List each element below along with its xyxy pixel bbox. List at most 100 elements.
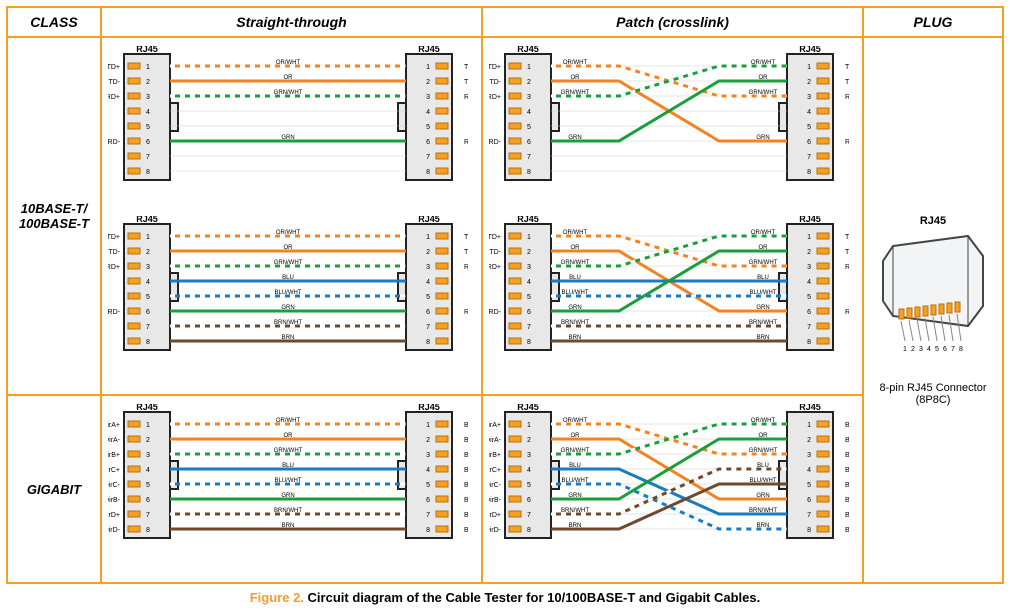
svg-text:6: 6 [527, 309, 531, 316]
svg-text:BIDirD-: BIDirD- [489, 527, 502, 534]
svg-text:7: 7 [951, 346, 955, 353]
svg-text:RD+: RD+ [108, 264, 120, 271]
svg-text:RJ45: RJ45 [799, 46, 821, 54]
svg-text:2: 2 [807, 249, 811, 256]
svg-text:RJ45: RJ45 [418, 404, 440, 412]
svg-text:OR/WHT: OR/WHT [751, 418, 776, 424]
svg-text:BRN: BRN [757, 335, 770, 341]
svg-text:OR: OR [284, 245, 294, 251]
svg-text:2: 2 [527, 79, 531, 86]
svg-text:5: 5 [146, 124, 150, 131]
svg-text:GRN/WHT: GRN/WHT [274, 90, 303, 96]
svg-text:7: 7 [527, 154, 531, 161]
wiring-panel-A2: 1TD+2TD-3RD+456RD-78RJ451TD+2TD-3RD+456R… [108, 216, 468, 376]
cell-straight-gigabit: 1BIDirA+2BIDirA-3BIDirB+4BIDirC+5BIDirC-… [101, 395, 482, 583]
svg-text:5: 5 [426, 124, 430, 131]
svg-text:BIDirD-: BIDirD- [108, 527, 121, 534]
svg-text:5: 5 [527, 482, 531, 489]
svg-text:GRN: GRN [568, 493, 581, 499]
svg-text:3: 3 [807, 264, 811, 271]
svg-text:4: 4 [426, 109, 430, 116]
svg-text:GRN: GRN [281, 493, 294, 499]
svg-text:3: 3 [527, 452, 531, 459]
svg-text:BIDirC+: BIDirC+ [845, 467, 849, 474]
svg-text:BIDirB+: BIDirB+ [489, 452, 501, 459]
svg-text:RJ45: RJ45 [799, 404, 821, 412]
svg-text:7: 7 [527, 512, 531, 519]
svg-text:BRN: BRN [569, 335, 582, 341]
svg-text:BRN/WHT: BRN/WHT [749, 320, 777, 326]
svg-text:RJ45: RJ45 [799, 216, 821, 224]
svg-text:6: 6 [943, 346, 947, 353]
svg-text:5: 5 [146, 482, 150, 489]
svg-text:TD+: TD+ [489, 234, 501, 241]
svg-text:6: 6 [527, 497, 531, 504]
svg-text:8: 8 [807, 169, 811, 176]
svg-text:BIDirA-: BIDirA- [845, 437, 849, 444]
svg-text:6: 6 [146, 139, 150, 146]
svg-text:5: 5 [426, 482, 430, 489]
svg-text:4: 4 [807, 109, 811, 116]
svg-text:7: 7 [807, 324, 811, 331]
svg-text:2: 2 [426, 249, 430, 256]
svg-text:RJ45: RJ45 [418, 46, 440, 54]
svg-text:4: 4 [146, 467, 150, 474]
svg-text:8: 8 [426, 339, 430, 346]
svg-text:RD-: RD- [464, 139, 468, 146]
svg-text:2: 2 [527, 437, 531, 444]
svg-text:1: 1 [146, 422, 150, 429]
svg-text:BIDirD+: BIDirD+ [108, 512, 120, 519]
svg-text:GRN/WHT: GRN/WHT [561, 90, 590, 96]
svg-text:6: 6 [807, 139, 811, 146]
svg-text:4: 4 [426, 467, 430, 474]
svg-text:OR/WHT: OR/WHT [276, 60, 301, 66]
svg-text:1: 1 [146, 234, 150, 241]
svg-text:BLU/WHT: BLU/WHT [275, 478, 302, 484]
svg-text:2: 2 [911, 346, 915, 353]
svg-text:3: 3 [146, 264, 150, 271]
svg-text:GRN: GRN [568, 135, 581, 141]
svg-text:2: 2 [146, 249, 150, 256]
svg-text:8: 8 [959, 346, 963, 353]
svg-text:RD-: RD- [845, 139, 849, 146]
svg-text:TD-: TD- [464, 79, 468, 86]
svg-text:OR: OR [571, 433, 581, 439]
cell-patch-gigabit: 1BIDirA+2BIDirA-3BIDirB+4BIDirC+5BIDirC-… [482, 395, 863, 583]
svg-text:BIDirA-: BIDirA- [489, 437, 502, 444]
svg-text:2: 2 [426, 437, 430, 444]
svg-text:BIDirB+: BIDirB+ [845, 452, 849, 459]
svg-text:RD-: RD- [108, 309, 121, 316]
svg-text:8: 8 [807, 339, 811, 346]
svg-text:OR/WHT: OR/WHT [276, 230, 301, 236]
svg-text:BLU: BLU [569, 275, 581, 281]
svg-text:BLU/WHT: BLU/WHT [750, 478, 777, 484]
svg-text:TD+: TD+ [464, 234, 468, 241]
svg-text:1: 1 [146, 64, 150, 71]
svg-text:6: 6 [146, 497, 150, 504]
svg-text:TD-: TD- [108, 79, 120, 86]
svg-text:RD-: RD- [108, 139, 121, 146]
svg-text:OR/WHT: OR/WHT [563, 230, 588, 236]
svg-text:BLU: BLU [757, 275, 769, 281]
svg-text:4: 4 [146, 279, 150, 286]
svg-text:3: 3 [146, 94, 150, 101]
svg-text:GRN/WHT: GRN/WHT [749, 260, 778, 266]
svg-text:TD-: TD- [464, 249, 468, 256]
svg-text:RD-: RD- [845, 309, 849, 316]
svg-text:2: 2 [146, 79, 150, 86]
svg-text:8: 8 [807, 527, 811, 534]
svg-text:2: 2 [807, 79, 811, 86]
svg-text:BRN: BRN [569, 523, 582, 529]
svg-text:7: 7 [426, 324, 430, 331]
svg-text:BIDirD+: BIDirD+ [489, 512, 501, 519]
svg-text:OR: OR [759, 245, 769, 251]
svg-text:5: 5 [935, 346, 939, 353]
svg-text:OR/WHT: OR/WHT [276, 418, 301, 424]
svg-text:TD-: TD- [489, 79, 501, 86]
svg-text:BRN: BRN [757, 523, 770, 529]
svg-text:3: 3 [426, 94, 430, 101]
svg-text:4: 4 [146, 109, 150, 116]
header-plug: PLUG [863, 7, 1003, 37]
svg-text:GRN/WHT: GRN/WHT [749, 448, 778, 454]
svg-text:BIDirC-: BIDirC- [464, 482, 468, 489]
